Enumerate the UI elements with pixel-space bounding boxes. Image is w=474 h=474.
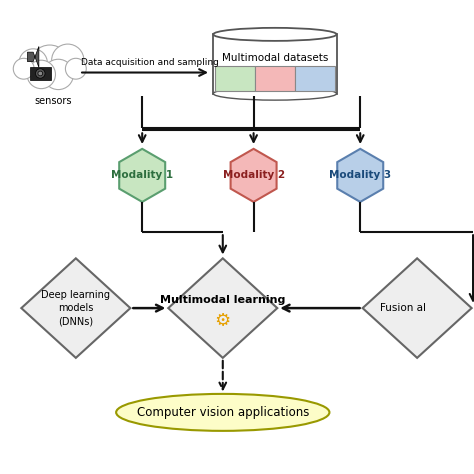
- Text: Fusion al: Fusion al: [380, 303, 426, 313]
- Text: Deep learning
models
(DNNs): Deep learning models (DNNs): [41, 290, 110, 326]
- Text: Computer vision applications: Computer vision applications: [137, 406, 309, 419]
- Polygon shape: [231, 149, 276, 202]
- Polygon shape: [21, 258, 130, 358]
- Polygon shape: [337, 149, 383, 202]
- Text: Multimodal datasets: Multimodal datasets: [222, 53, 328, 64]
- Ellipse shape: [213, 87, 337, 100]
- Circle shape: [19, 49, 47, 77]
- Circle shape: [65, 58, 86, 79]
- Circle shape: [52, 44, 84, 76]
- Bar: [213, 35, 337, 94]
- Circle shape: [38, 71, 43, 76]
- Circle shape: [36, 69, 45, 78]
- Polygon shape: [119, 149, 165, 202]
- Ellipse shape: [116, 394, 329, 431]
- Text: ⚙: ⚙: [215, 312, 231, 330]
- Ellipse shape: [213, 28, 337, 41]
- Circle shape: [43, 59, 73, 90]
- Bar: [255, 66, 295, 91]
- Bar: [30, 67, 51, 80]
- Text: Data acquisition and sampling: Data acquisition and sampling: [81, 58, 219, 67]
- Text: Modality 2: Modality 2: [222, 170, 285, 181]
- Text: sensors: sensors: [35, 96, 73, 106]
- Circle shape: [13, 58, 34, 79]
- Polygon shape: [168, 258, 277, 358]
- Text: Modality 1: Modality 1: [111, 170, 173, 181]
- Text: Modality 3: Modality 3: [329, 170, 392, 181]
- Bar: [295, 66, 335, 91]
- Bar: [215, 66, 255, 91]
- Circle shape: [30, 45, 70, 85]
- Polygon shape: [27, 46, 39, 67]
- Circle shape: [27, 60, 55, 89]
- Text: Multimodal learning: Multimodal learning: [160, 294, 285, 305]
- Polygon shape: [363, 258, 472, 358]
